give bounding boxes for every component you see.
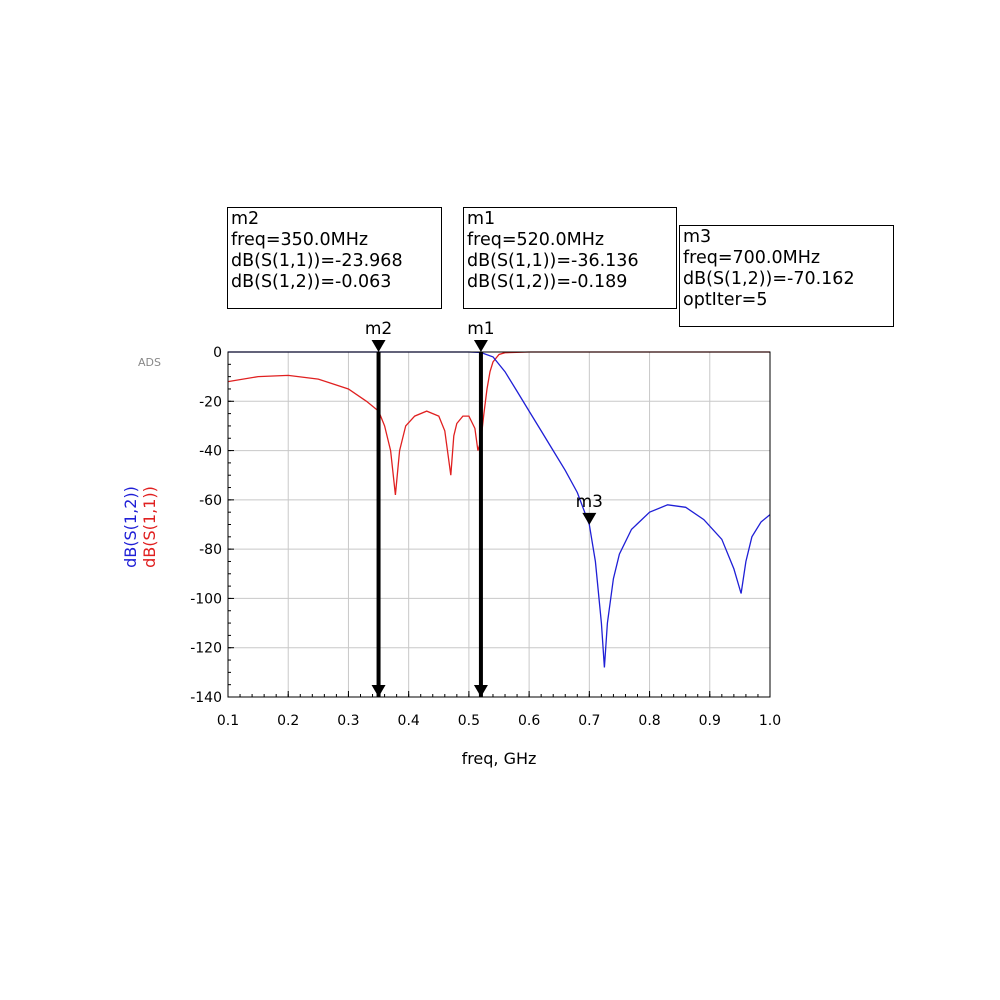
y-axis-label-s12: dB(S(1,2)) <box>121 486 140 568</box>
marker-label-m2: m2 <box>365 319 392 339</box>
y-tick-label: -140 <box>190 690 222 706</box>
y-tick-label: -20 <box>199 394 222 410</box>
marker-readout-m2: m2 freq=350.0MHz dB(S(1,1))=-23.968 dB(S… <box>227 207 442 309</box>
marker-triangle-m1 <box>473 340 488 352</box>
plot-area <box>228 352 770 697</box>
marker-readout-line: dB(S(1,1))=-36.136 <box>467 251 639 271</box>
marker-bottom-triangle-m1 <box>473 685 488 697</box>
marker-triangle-m3 <box>582 512 597 525</box>
x-tick-label: 0.1 <box>217 713 239 729</box>
x-tick-label: 0.7 <box>578 713 600 729</box>
y-axis-label-s11: dB(S(1,1)) <box>140 486 159 568</box>
x-tick-label: 0.2 <box>277 713 299 729</box>
x-tick-label: 0.3 <box>337 713 359 729</box>
marker-readout-m3: m3 freq=700.0MHz dB(S(1,2))=-70.162 optI… <box>679 225 894 327</box>
x-axis-label: freq, GHz <box>462 749 537 768</box>
marker-triangle-m2 <box>371 340 386 352</box>
marker-readout-line: m1 <box>467 209 496 229</box>
marker-label-m1: m1 <box>467 319 494 339</box>
marker-readout-line: freq=520.0MHz <box>467 230 605 250</box>
marker-readout-line: m2 <box>231 209 260 229</box>
marker-readout-line: dB(S(1,1))=-23.968 <box>231 251 403 271</box>
x-tick-label: 0.6 <box>518 713 540 729</box>
marker-readout-m1: m1 freq=520.0MHz dB(S(1,1))=-36.136 dB(S… <box>463 207 677 309</box>
series-line-db-s-1-2 <box>228 351 771 668</box>
y-tick-label: -100 <box>190 591 222 607</box>
marker-readout-line: dB(S(1,2))=-0.189 <box>467 272 628 292</box>
marker-readout-line: optIter=5 <box>683 290 768 310</box>
y-tick-label: -80 <box>199 542 222 558</box>
marker-readout-line: freq=700.0MHz <box>683 248 821 268</box>
series-layer <box>227 351 771 668</box>
marker-label-m3: m3 <box>576 492 603 512</box>
marker-bottom-triangle-m2 <box>371 685 386 697</box>
series-line-db-s-1-1 <box>227 351 770 495</box>
y-tick-label: -120 <box>190 641 222 657</box>
y-tick-label: 0 <box>213 345 222 361</box>
marker-readout-line: dB(S(1,2))=-0.063 <box>231 272 392 292</box>
x-tick-label: 0.8 <box>638 713 660 729</box>
x-tick-label: 0.9 <box>699 713 721 729</box>
marker-readout-line: m3 <box>683 227 712 247</box>
ticks: 0.1 0.2 0.3 0.4 0.5 0.6 0.7 0.8 0.9 1.0 0 -20 -40 -60… <box>190 345 781 729</box>
marker-readout-line: dB(S(1,2))=-70.162 <box>683 269 855 289</box>
marker-readout-line: freq=350.0MHz <box>231 230 369 250</box>
y-tick-label: -40 <box>199 444 222 460</box>
ads-watermark: ADS <box>138 356 161 369</box>
x-tick-label: 0.5 <box>458 713 480 729</box>
y-tick-label: -60 <box>199 493 222 509</box>
x-tick-label: 1.0 <box>759 713 781 729</box>
markers: m2 m1 m3 <box>365 319 603 697</box>
x-tick-label: 0.4 <box>398 713 420 729</box>
